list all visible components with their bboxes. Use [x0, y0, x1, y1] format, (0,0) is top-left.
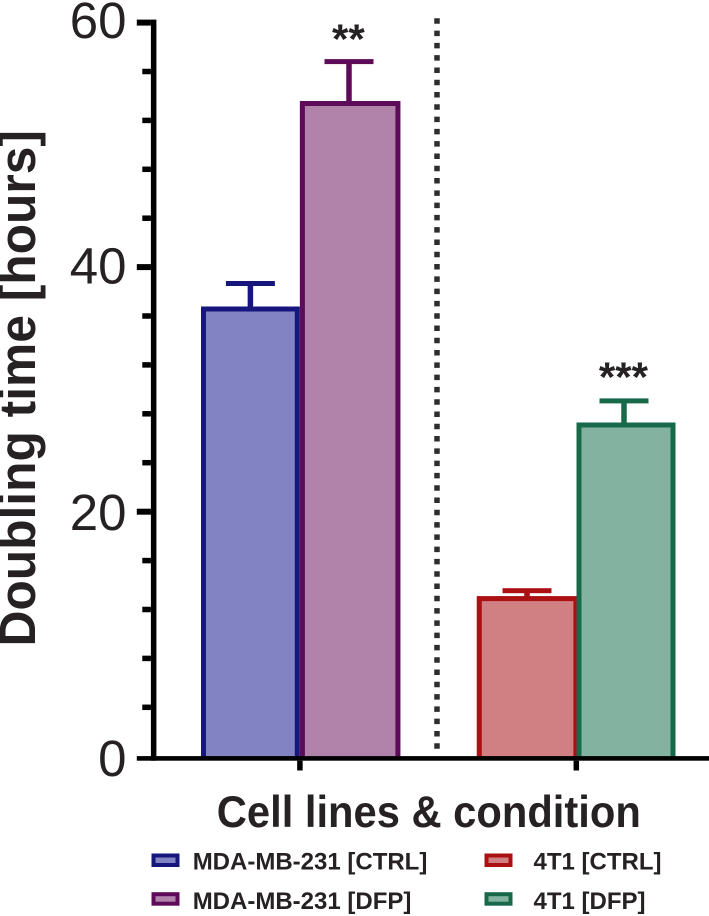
svg-text:4T1 [CTRL]: 4T1 [CTRL]: [534, 849, 662, 876]
svg-text:**: **: [332, 16, 365, 63]
svg-text:4T1 [DFP]: 4T1 [DFP]: [534, 888, 646, 915]
svg-text:Cell lines & condition: Cell lines & condition: [217, 788, 641, 837]
svg-text:MDA-MB-231 [DFP]: MDA-MB-231 [DFP]: [193, 888, 412, 915]
svg-text:MDA-MB-231 [CTRL]: MDA-MB-231 [CTRL]: [193, 849, 428, 876]
svg-text:40: 40: [70, 238, 127, 295]
svg-text:0: 0: [98, 730, 126, 787]
svg-text:Doubling time [hours]: Doubling time [hours]: [0, 130, 46, 647]
svg-text:20: 20: [70, 484, 127, 541]
svg-text:60: 60: [70, 0, 127, 49]
svg-text:***: ***: [599, 354, 649, 401]
